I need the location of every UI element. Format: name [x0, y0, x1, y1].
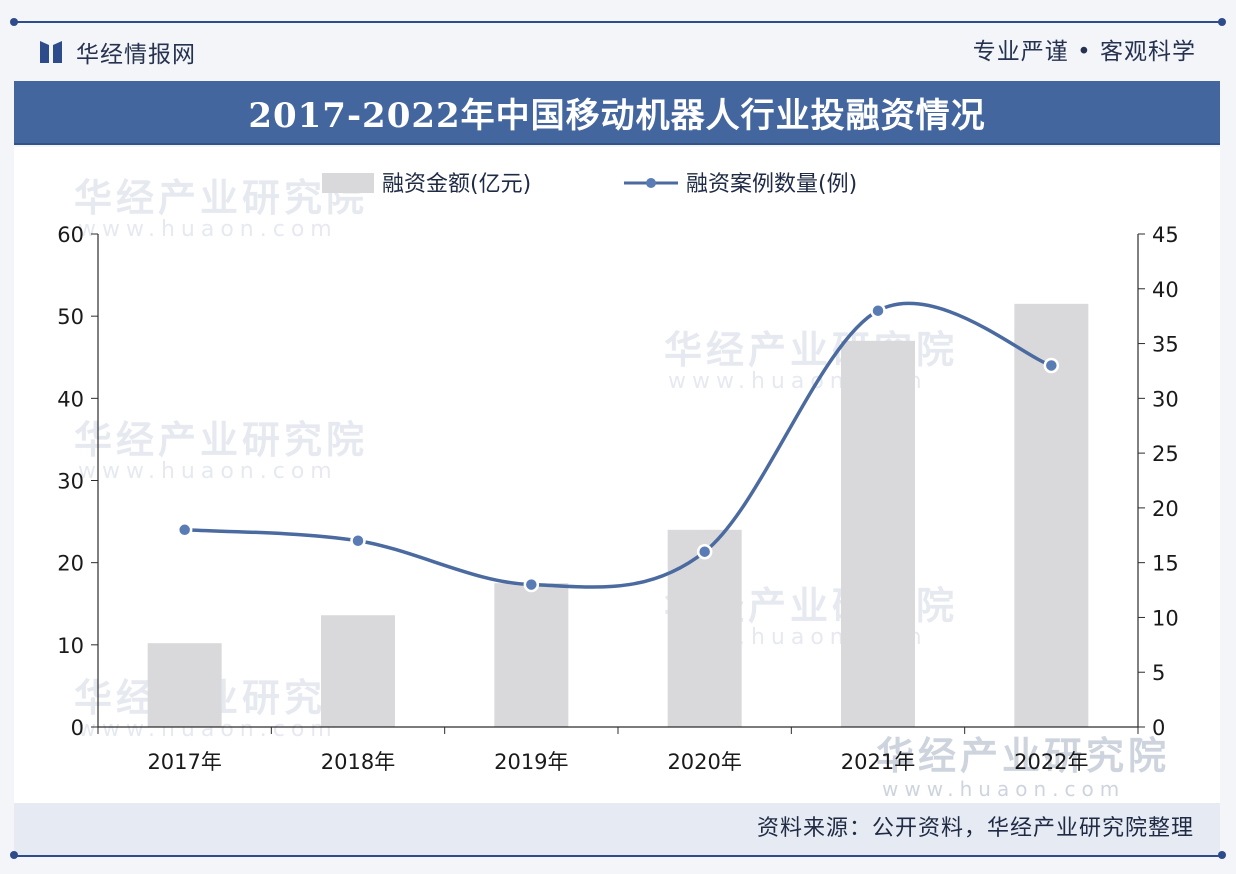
- line-point-2018年: [350, 533, 366, 549]
- chart-panel: 华经产业研究院 www.huaon.com 华经产业研究院 www.huaon.…: [14, 147, 1220, 803]
- x-tick-label: 2019年: [494, 750, 568, 774]
- x-tick-label: 2018年: [321, 750, 395, 774]
- y-right-tick-label: 15: [1152, 552, 1179, 576]
- y-right-tick-label: 0: [1152, 716, 1165, 740]
- bar-2022年: [1014, 303, 1089, 727]
- bottom-left-dot: [10, 851, 18, 859]
- footer: 资料来源：公开资料，华经产业研究院整理: [14, 803, 1220, 857]
- x-tick-label: 2017年: [147, 750, 221, 774]
- bar-2021年: [841, 340, 915, 727]
- legend-label-line: 融资案例数量(例): [686, 172, 857, 197]
- bar-2019年: [494, 583, 569, 727]
- x-tick-label: 2021年: [841, 750, 915, 774]
- top-rule: [14, 21, 1222, 23]
- y-left-tick-label: 50: [57, 305, 84, 329]
- line-point-2020年: [696, 543, 713, 560]
- y-right-tick-label: 40: [1152, 278, 1179, 302]
- brand-name: 华经情报网: [76, 42, 196, 68]
- line-point-2017年: [176, 522, 193, 538]
- bar-2018年: [321, 615, 395, 727]
- y-left-tick-label: 10: [57, 634, 84, 658]
- y-left-tick-label: 0: [71, 716, 84, 740]
- line-point-2019年: [523, 576, 540, 593]
- y-right-tick-label: 20: [1152, 497, 1179, 521]
- legend-swatch-bar: [322, 173, 374, 193]
- bar-2017年: [147, 643, 222, 727]
- brand: 华经情报网: [38, 33, 196, 71]
- legend-label-bar: 融资金额(亿元): [382, 172, 531, 197]
- x-tick-label: 2020年: [667, 750, 741, 774]
- bottom-right-dot: [1218, 851, 1226, 859]
- top-right-dot: [1218, 18, 1226, 26]
- page-title: 2017-2022年中国移动机器人行业投融资情况: [248, 95, 986, 136]
- source-note: 资料来源：公开资料，华经产业研究院整理: [756, 816, 1194, 841]
- line-point-2021年: [870, 302, 886, 319]
- y-left-tick-label: 40: [57, 387, 84, 411]
- x-tick-label: 2022年: [1014, 750, 1088, 774]
- y-right-tick-label: 35: [1152, 333, 1179, 357]
- line-point-2022年: [1043, 357, 1060, 374]
- legend-swatch-marker: [646, 178, 656, 188]
- y-right-tick-label: 30: [1152, 387, 1179, 411]
- y-right-tick-label: 45: [1152, 223, 1179, 247]
- y-right-tick-label: 5: [1152, 661, 1165, 685]
- top-left-dot: [10, 18, 18, 26]
- chart: 融资金额(亿元) 融资案例数量(例) 0 10 20 30 40 50 60 0 5 10 15 20 25…: [57, 172, 1179, 774]
- y-left-tick-label: 20: [57, 552, 84, 576]
- title-bar: 2017-2022年中国移动机器人行业投融资情况: [14, 81, 1220, 145]
- y-left-tick-label: 60: [57, 223, 84, 247]
- y-right-tick-label: 10: [1152, 606, 1179, 630]
- brand-logo-icon: [40, 41, 62, 63]
- y-left-tick-label: 30: [57, 470, 84, 494]
- motto: 专业严谨 • 客观科学: [972, 39, 1196, 65]
- y-right-tick-label: 25: [1152, 442, 1179, 466]
- bar-2020年: [667, 529, 742, 727]
- series-line: [184, 301, 1052, 589]
